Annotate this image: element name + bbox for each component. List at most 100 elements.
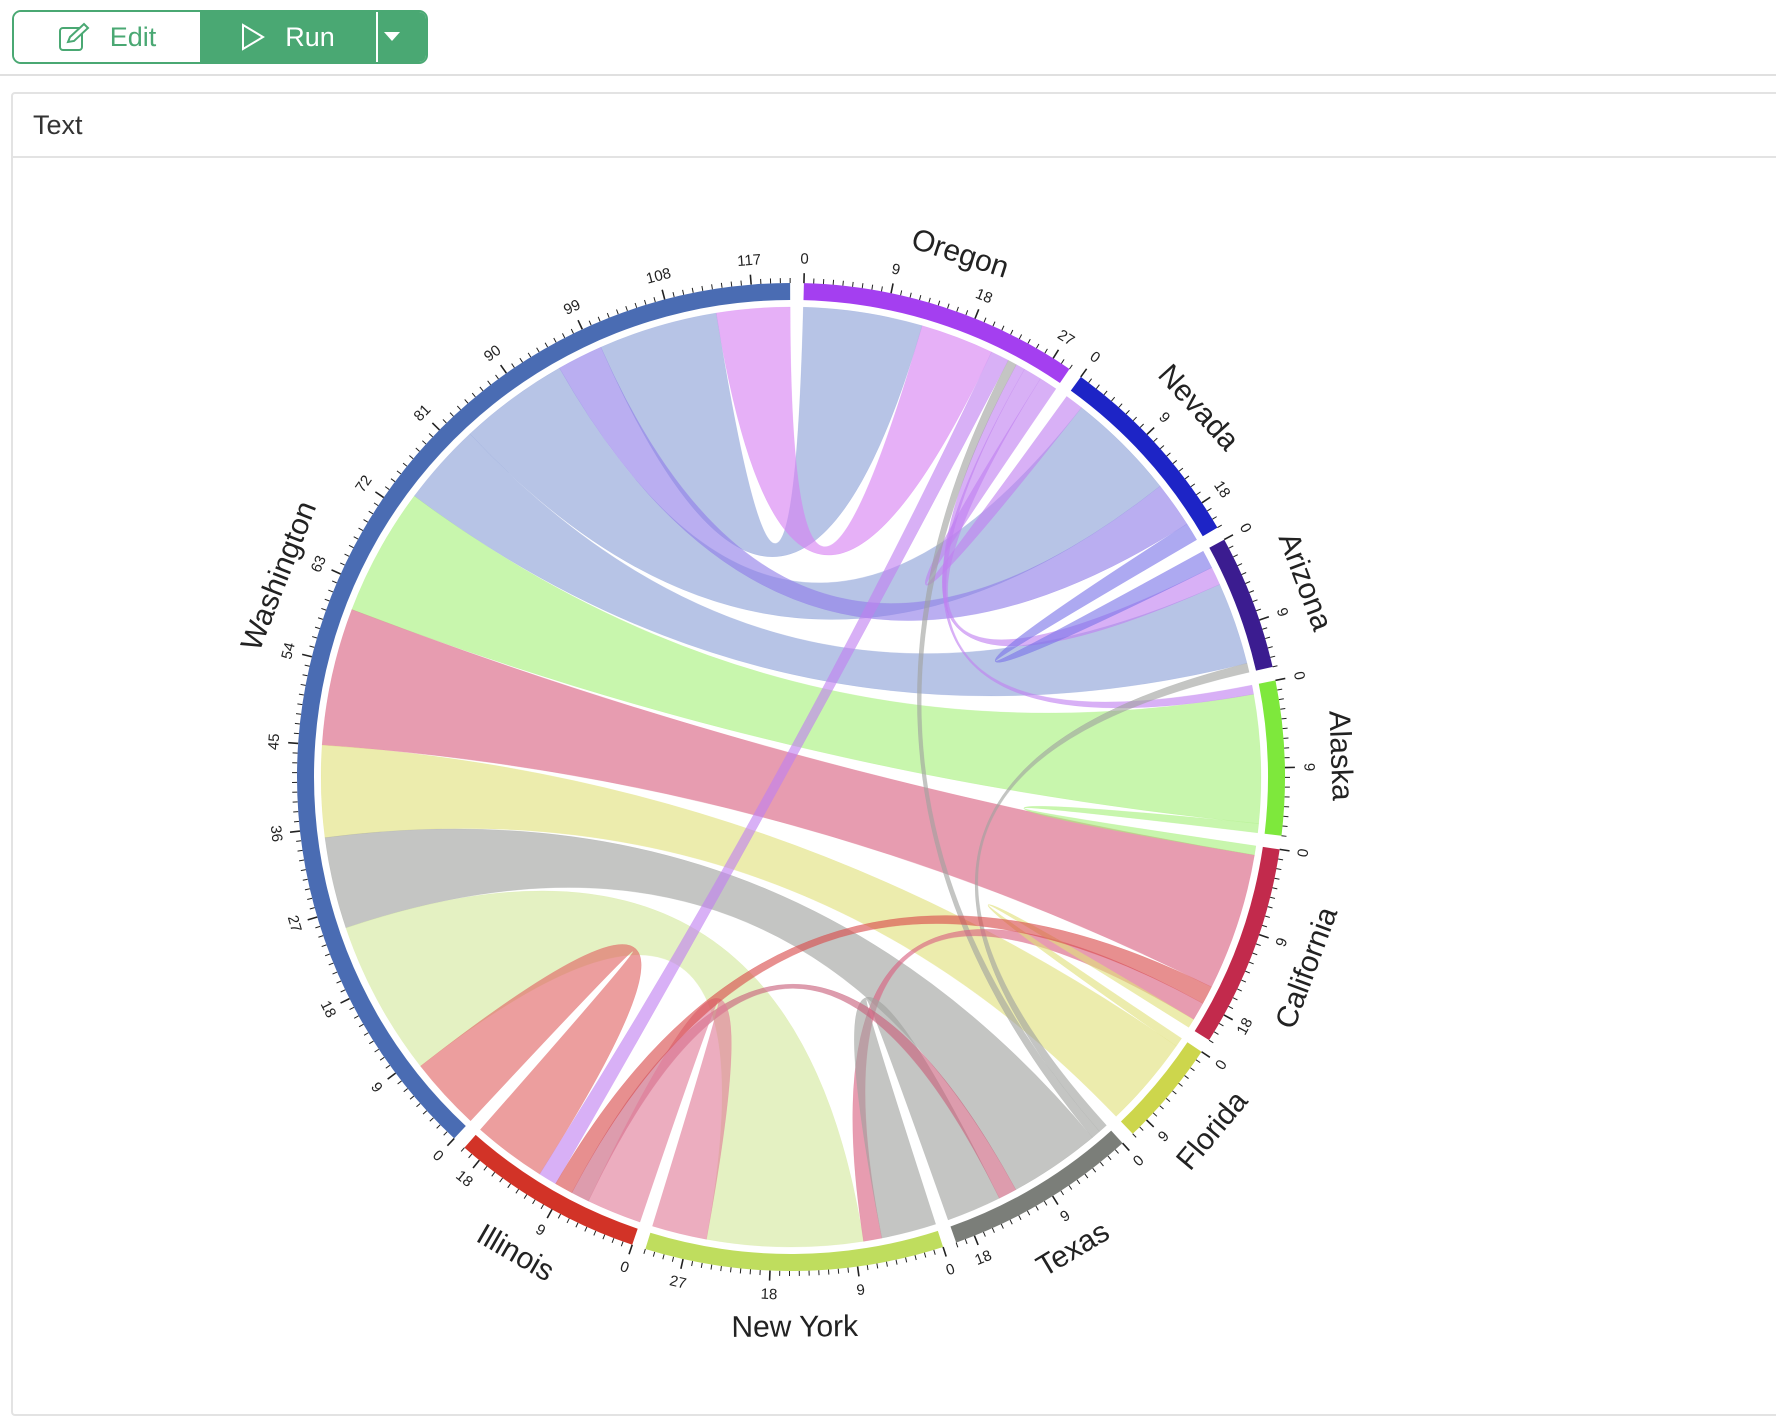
tick-washington-79 [422,440,427,445]
tick-label-washington-45: 45 [265,733,283,751]
tick-washington-33 [299,859,305,862]
tick-illinois-4 [593,1230,597,1236]
tick-arizona-13 [1270,655,1276,658]
tick-washington-17 [349,1006,355,1011]
run-button[interactable]: Run [200,12,378,62]
tick-washington-113 [711,284,713,290]
tick-washington-35 [296,840,302,842]
tick-illinois-8 [557,1213,562,1219]
tick-oregon-19 [983,317,987,323]
tick-florida-4 [1178,1082,1183,1087]
tick-nevada-17 [1196,491,1201,496]
tick-illinois-0 [628,1244,633,1255]
tick-florida-0 [1201,1051,1211,1058]
tick-arizona-5 [1245,581,1251,584]
tick-washington-115 [730,281,733,287]
tick-washington-53 [304,664,310,667]
sector-label-illinois: Illinois [471,1218,560,1288]
tick-new-york-10 [847,1267,849,1273]
tick-label-california-18: 18 [1233,1015,1256,1038]
tick-california-15 [1237,988,1242,992]
run-options-dropdown[interactable] [378,12,426,62]
tick-texas-1 [1114,1149,1119,1154]
tick-california-1 [1278,858,1284,861]
chord-washington-nevada [559,346,1188,621]
tick-nevada-7 [1132,416,1137,422]
tick-washington-74 [390,478,396,483]
sector-label-florida: Florida [1170,1085,1254,1177]
tick-texas-3 [1099,1161,1104,1167]
tick-washington-13 [368,1040,374,1045]
tick-texas-18 [973,1235,979,1246]
tick-washington-21 [332,971,338,975]
tick-nevada-14 [1178,467,1184,472]
tick-new-york-27 [680,1258,684,1269]
tick-alaska-2 [1278,698,1284,701]
tick-alaska-1 [1277,688,1283,691]
chord-washington-oregon [715,306,992,556]
tick-new-york-23 [720,1266,722,1272]
tick-new-york-2 [923,1252,927,1258]
tick-california-21 [1208,1039,1214,1044]
tick-label-washington-117: 117 [737,251,762,270]
tick-new-york-21 [739,1268,742,1274]
tick-washington-108 [661,289,666,300]
tick-new-york-24 [710,1264,713,1270]
tick-washington-66 [348,544,354,549]
play-icon [242,23,266,51]
tick-washington-26 [315,925,321,929]
tick-texas-7 [1068,1185,1073,1190]
tick-nevada-12 [1166,452,1171,457]
tick-illinois-18 [472,1159,480,1169]
tick-label-arizona-9: 9 [1273,606,1292,619]
tick-washington-88 [487,380,492,386]
tick-arizona-11 [1265,636,1271,640]
toolbar: Edit Run [0,0,1776,76]
tick-arizona-0 [1223,534,1234,541]
tick-label-nevada-0: 0 [1086,348,1103,367]
tick-illinois-20 [460,1147,465,1152]
sector-label-arizona: Arizona [1272,528,1339,635]
sector-label-washington: Washington [235,497,323,655]
chord-alaska-california [1023,805,1259,856]
caret-down-icon [384,32,400,41]
chord-new-york-illinois [588,998,732,1240]
chord-oregon-illinois [539,351,1009,1185]
tick-washington-4 [422,1110,428,1115]
tick-california-4 [1272,887,1278,890]
tick-illinois-7 [566,1218,570,1224]
tick-label-washington-27: 27 [284,913,305,934]
tick-washington-12 [374,1048,380,1053]
tick-alaska-3 [1280,708,1286,710]
tick-california-14 [1241,979,1247,983]
tick-illinois-5 [584,1226,588,1232]
tick-washington-57 [314,626,320,630]
tick-label-new-york-27: 27 [668,1272,688,1292]
tick-washington-29 [307,897,313,900]
tick-label-florida-9: 9 [1155,1128,1173,1146]
tick-oregon-18 [974,308,980,319]
tick-new-york-0 [942,1246,947,1257]
tick-oregon-24 [1027,338,1031,344]
tick-washington-117 [749,274,752,285]
tick-washington-82 [442,419,447,424]
tick-label-washington-9: 9 [367,1079,386,1096]
edit-button[interactable]: Edit [14,12,200,62]
tick-texas-0 [1122,1142,1130,1152]
tick-washington-61 [328,589,334,593]
tick-texas-4 [1092,1167,1097,1173]
tick-oregon-23 [1018,334,1023,340]
tick-washington-20 [336,980,342,984]
sector-label-california: California [1269,902,1344,1033]
tick-nevada-10 [1153,437,1158,442]
tick-washington-19 [340,989,346,993]
tick-alaska-4 [1281,717,1287,720]
chord-oregon-alaska [942,364,1254,709]
tick-washington-73 [384,486,390,490]
tick-label-washington-18: 18 [317,998,340,1021]
tick-washington-72 [374,491,385,499]
sector-label-new-york: New York [731,1310,859,1344]
tick-oregon-17 [965,310,969,316]
chord-illinois-california [555,915,1212,1194]
tick-washington-48 [295,713,302,715]
